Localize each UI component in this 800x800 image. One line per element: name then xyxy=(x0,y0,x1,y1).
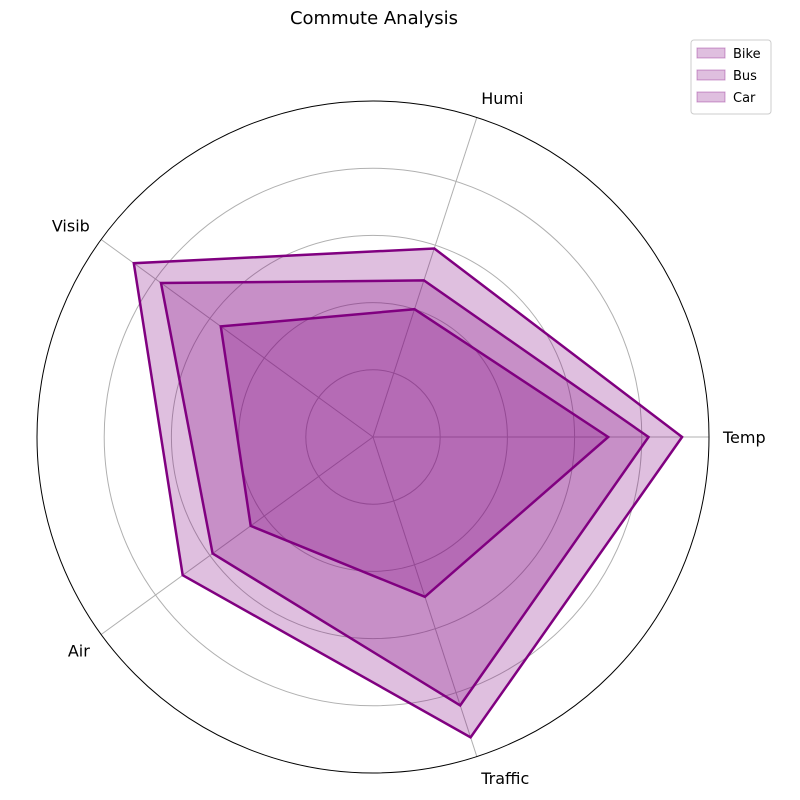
axis-label-air: Air xyxy=(68,642,90,661)
axis-label-humi: Humi xyxy=(481,89,523,108)
series-layer xyxy=(134,249,682,738)
axis-label-visib: Visib xyxy=(52,216,90,235)
legend-swatch-car xyxy=(697,92,725,102)
legend-label-car: Car xyxy=(733,91,756,106)
axis-label-traffic: Traffic xyxy=(480,769,529,788)
chart-title: Commute Analysis xyxy=(290,8,458,29)
legend-swatch-bus xyxy=(697,70,725,80)
legend-label-bus: Bus xyxy=(733,69,757,84)
axis-label-temp: Temp xyxy=(722,428,766,447)
legend-swatch-bike xyxy=(697,48,725,58)
legend-label-bike: Bike xyxy=(733,47,761,62)
legend: Bike Bus Car xyxy=(691,40,771,114)
